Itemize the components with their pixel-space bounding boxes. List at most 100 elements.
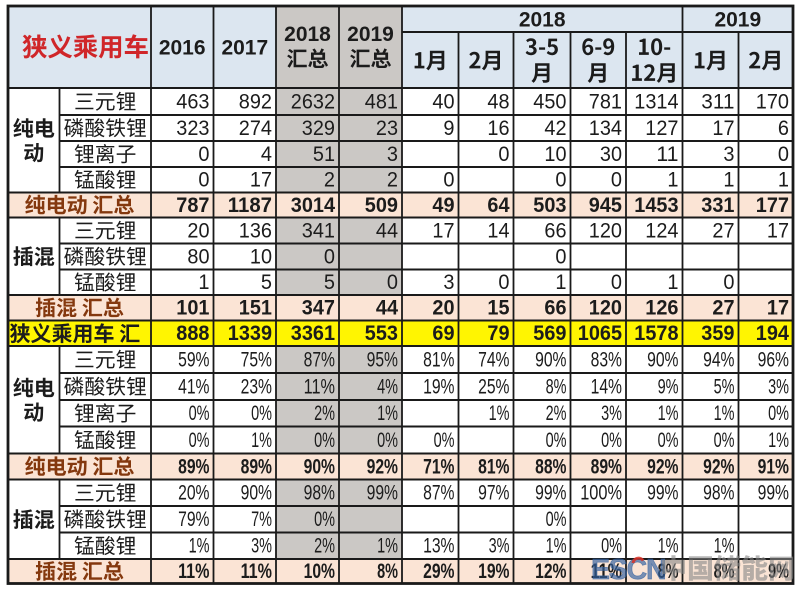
svg-text:3: 3: [387, 143, 398, 166]
svg-text:1: 1: [555, 271, 566, 294]
svg-text:0: 0: [443, 169, 454, 192]
svg-text:3%: 3%: [489, 535, 510, 558]
svg-text:1%: 1%: [377, 402, 398, 425]
svg-text:892: 892: [239, 90, 272, 113]
svg-text:553: 553: [365, 322, 398, 345]
svg-text:0%: 0%: [189, 402, 210, 425]
svg-text:79: 79: [487, 322, 509, 345]
svg-text:41%: 41%: [178, 375, 209, 398]
svg-text:3014: 3014: [291, 194, 336, 217]
svg-text:1%: 1%: [489, 402, 510, 425]
svg-text:11: 11: [656, 143, 678, 166]
svg-text:59%: 59%: [178, 348, 209, 371]
svg-text:0%: 0%: [768, 402, 789, 425]
svg-text:945: 945: [589, 194, 622, 217]
svg-text:177: 177: [756, 194, 789, 217]
svg-text:9%: 9%: [658, 375, 679, 398]
svg-text:503: 503: [533, 194, 566, 217]
svg-text:100%: 100%: [580, 482, 622, 505]
svg-text:359: 359: [701, 322, 734, 345]
svg-text:11%: 11%: [304, 375, 335, 398]
svg-text:0%: 0%: [546, 429, 567, 452]
svg-text:0%: 0%: [434, 429, 455, 452]
svg-text:10: 10: [544, 143, 566, 166]
svg-text:2%: 2%: [314, 535, 335, 558]
svg-text:127: 127: [645, 117, 678, 140]
svg-text:20: 20: [432, 297, 454, 320]
svg-text:9: 9: [443, 117, 454, 140]
svg-text:0%: 0%: [546, 508, 567, 531]
svg-text:42: 42: [544, 117, 566, 140]
svg-text:99%: 99%: [758, 482, 789, 505]
svg-text:0: 0: [198, 143, 209, 166]
svg-text:66: 66: [544, 297, 566, 320]
svg-text:0%: 0%: [601, 429, 622, 452]
svg-text:1453: 1453: [634, 194, 678, 217]
svg-text:90%: 90%: [535, 348, 566, 371]
svg-text:787: 787: [176, 194, 209, 217]
svg-text:99%: 99%: [647, 482, 678, 505]
svg-text:194: 194: [756, 322, 789, 345]
svg-text:0: 0: [387, 271, 398, 294]
svg-text:1: 1: [723, 169, 734, 192]
svg-text:81%: 81%: [423, 348, 454, 371]
svg-text:569: 569: [533, 322, 566, 345]
svg-text:27: 27: [712, 219, 734, 242]
svg-text:2018: 2018: [284, 23, 331, 46]
svg-text:0%: 0%: [189, 429, 210, 452]
svg-text:0: 0: [611, 271, 622, 294]
svg-text:481: 481: [365, 90, 398, 113]
svg-text:331: 331: [701, 194, 734, 217]
svg-text:91%: 91%: [758, 455, 790, 478]
svg-text:89%: 89%: [241, 455, 273, 478]
svg-text:151: 151: [239, 297, 272, 320]
svg-text:20: 20: [187, 219, 209, 242]
svg-text:0: 0: [778, 143, 789, 166]
svg-text:120: 120: [589, 297, 622, 320]
svg-text:94%: 94%: [703, 348, 734, 371]
svg-text:1%: 1%: [658, 402, 679, 425]
svg-text:3%: 3%: [601, 402, 622, 425]
svg-text:44: 44: [376, 297, 398, 320]
svg-text:2: 2: [387, 169, 398, 192]
svg-text:6: 6: [778, 117, 789, 140]
svg-text:19%: 19%: [478, 560, 510, 583]
svg-text:15: 15: [487, 297, 509, 320]
svg-text:0: 0: [555, 245, 566, 268]
svg-text:1187: 1187: [228, 194, 272, 217]
svg-text:0: 0: [723, 271, 734, 294]
svg-text:14: 14: [487, 219, 509, 242]
svg-text:17: 17: [250, 169, 272, 192]
svg-text:347: 347: [302, 297, 335, 320]
svg-text:11%: 11%: [178, 560, 210, 583]
svg-text:75%: 75%: [241, 348, 272, 371]
svg-text:23: 23: [376, 117, 398, 140]
svg-text:1%: 1%: [714, 402, 735, 425]
svg-text:87%: 87%: [304, 348, 335, 371]
svg-text:3%: 3%: [768, 375, 789, 398]
svg-text:1%: 1%: [768, 429, 789, 452]
svg-text:64: 64: [487, 194, 509, 217]
svg-text:12%: 12%: [535, 560, 567, 583]
svg-text:14%: 14%: [591, 375, 622, 398]
svg-text:136: 136: [239, 219, 272, 242]
svg-text:1%: 1%: [251, 429, 272, 452]
svg-text:27: 27: [712, 297, 734, 320]
svg-text:101: 101: [176, 297, 209, 320]
svg-text:2017: 2017: [221, 37, 268, 60]
svg-text:19%: 19%: [423, 375, 454, 398]
svg-text:3: 3: [723, 143, 734, 166]
svg-text:69: 69: [432, 322, 454, 345]
svg-text:97%: 97%: [478, 482, 509, 505]
svg-text:1339: 1339: [228, 322, 272, 345]
svg-text:66: 66: [544, 219, 566, 242]
svg-text:2018: 2018: [519, 9, 566, 32]
svg-text:17: 17: [767, 219, 789, 242]
svg-text:170: 170: [756, 90, 789, 113]
svg-text:92%: 92%: [703, 455, 735, 478]
svg-text:7%: 7%: [251, 508, 272, 531]
svg-text:1: 1: [198, 271, 209, 294]
svg-text:311: 311: [701, 90, 734, 113]
svg-text:1%: 1%: [377, 535, 398, 558]
svg-text:329: 329: [302, 117, 335, 140]
